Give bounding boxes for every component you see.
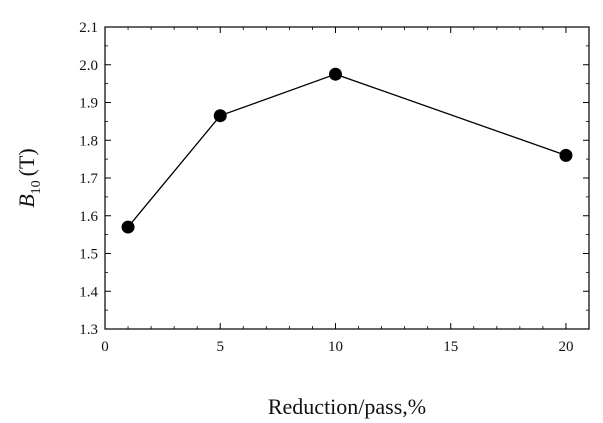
y-axis-title-main: B — [14, 194, 39, 207]
y-axis-title-unit: (T) — [14, 148, 39, 176]
x-tick-label: 15 — [443, 339, 458, 355]
y-tick-label: 1.9 — [79, 96, 98, 112]
y-tick-label: 1.8 — [79, 133, 98, 149]
y-tick-label: 1.3 — [79, 322, 98, 338]
series-line — [127, 73, 567, 228]
y-tick-label: 1.7 — [79, 171, 98, 187]
x-tick-label: 10 — [328, 339, 343, 355]
tick-labels: 0 5 10 15 20 1.3 1.4 1.5 1.6 1.7 1.8 1.9 2.0 2.1 — [79, 20, 573, 355]
plot-frame — [104, 26, 590, 330]
x-tick-label: 0 — [101, 339, 109, 355]
y-tick-label: 1.5 — [79, 247, 98, 263]
axis-ticks — [104, 26, 589, 330]
x-tick-label: 20 — [558, 339, 573, 355]
y-axis-title: B10 (T) — [14, 148, 44, 208]
y-tick-label: 2.0 — [79, 58, 98, 74]
data-point — [213, 109, 227, 123]
svg-text:B10(T): B10 (T) — [14, 148, 44, 208]
y-tick-label: 1.4 — [79, 284, 98, 300]
y-tick-label: 1.6 — [79, 209, 98, 225]
data-point — [328, 67, 342, 81]
y-tick-label: 2.1 — [79, 20, 98, 36]
data-points — [121, 67, 573, 234]
y-axis-title-subscript: 10 — [29, 180, 44, 194]
data-point — [121, 220, 135, 234]
data-point — [559, 148, 573, 162]
x-axis-title: Reduction/pass,% — [268, 394, 426, 419]
x-tick-label: 5 — [216, 339, 224, 355]
